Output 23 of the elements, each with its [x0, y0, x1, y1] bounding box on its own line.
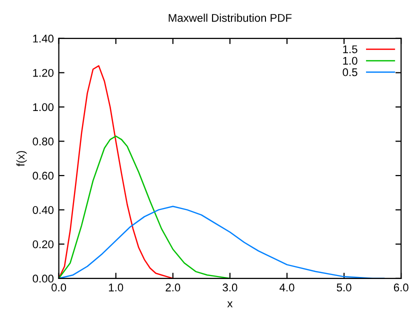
chart-title: Maxwell Distribution PDF — [168, 14, 292, 22]
x-tick-label: 3.0 — [222, 284, 238, 292]
x-tick-label: 6.0 — [394, 284, 408, 292]
x-tick-label: 0.0 — [52, 284, 66, 292]
x-tick-label: 1.0 — [108, 284, 124, 292]
legend-label: 0.5 — [342, 68, 358, 76]
y-tick-label: 1.20 — [33, 68, 54, 77]
y-tick-label: 0.80 — [32, 138, 54, 146]
legend-label: 1.0 — [343, 56, 358, 65]
y-tick-label: 0.40 — [32, 206, 54, 214]
y-tick-label: 0.00 — [32, 274, 54, 283]
legend-label: 1.5 — [343, 45, 358, 54]
x-tick-label: 4.0 — [280, 284, 294, 292]
y-axis-title: f(x) — [16, 151, 27, 166]
y-tick-label: 1.00 — [33, 103, 54, 112]
x-tick-label: 5.0 — [336, 284, 352, 292]
y-tick-label: 0.20 — [32, 240, 54, 248]
x-tick-label: 2.0 — [166, 284, 180, 292]
x-axis-title: x — [227, 301, 233, 308]
line-series — [58, 135, 231, 278]
line-series — [58, 65, 174, 278]
y-tick-label: 1.40 — [33, 34, 54, 43]
y-tick-label: 0.60 — [32, 172, 54, 180]
